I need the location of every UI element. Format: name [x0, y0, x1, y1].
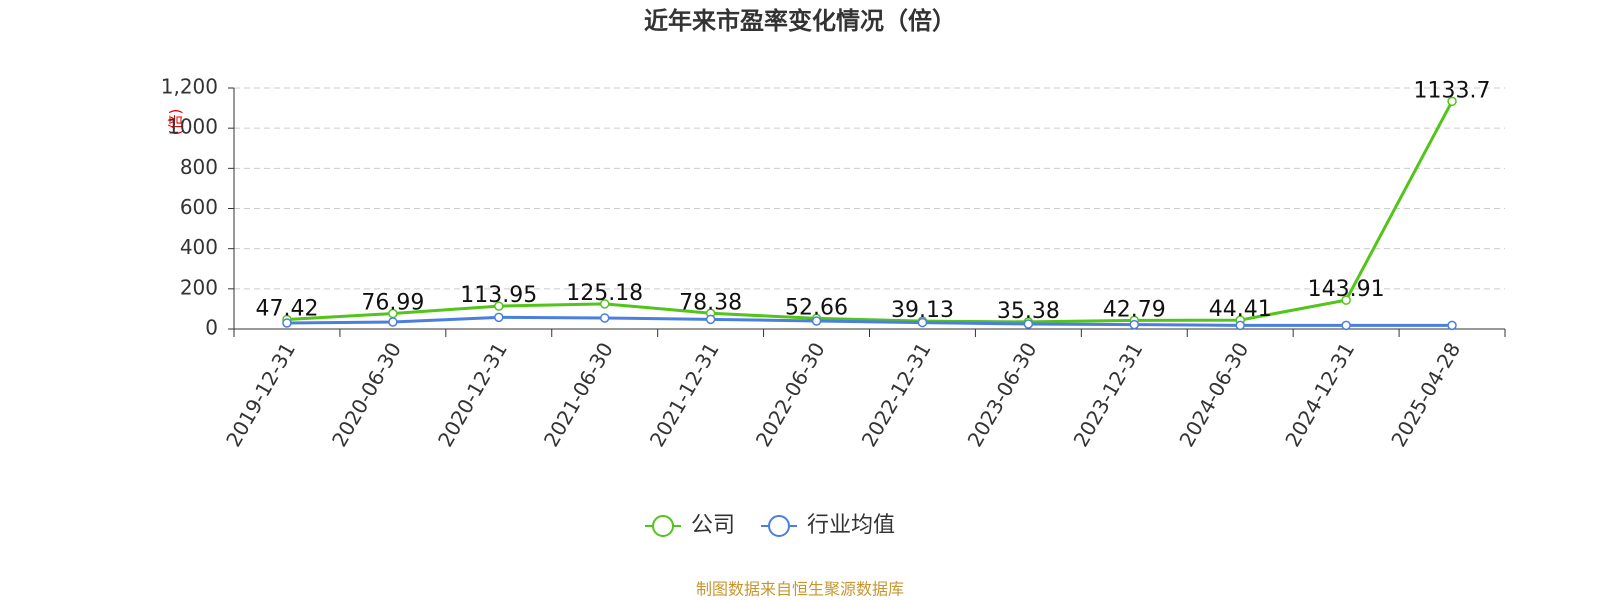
- y-tick-label: 800: [180, 155, 218, 179]
- data-point: [599, 299, 610, 309]
- legend-label: 公司: [691, 513, 735, 538]
- data-point: [282, 318, 292, 328]
- data-point: [1341, 295, 1351, 305]
- data-point: [917, 317, 928, 328]
- data-point: [494, 312, 504, 323]
- data-label: 47.42: [255, 296, 318, 321]
- x-tick-label: 2021-12-31: [645, 338, 724, 451]
- legend-marker: [768, 515, 791, 537]
- source-note: 制图数据来自恒生聚源数据库: [696, 580, 904, 599]
- data-point: [1023, 319, 1034, 329]
- data-point: [599, 313, 610, 323]
- data-point: [1447, 96, 1457, 107]
- legend-label: 行业均值: [807, 513, 895, 538]
- x-tick-label: 2021-06-30: [539, 338, 618, 451]
- y-axis-label: (倍): [167, 109, 185, 136]
- y-tick-label: 600: [180, 195, 218, 219]
- data-label: 35.38: [997, 299, 1060, 324]
- data-point: [1129, 319, 1140, 330]
- series-line: [286, 315, 1453, 327]
- data-point: [494, 301, 504, 311]
- data-label: 39.13: [891, 298, 954, 323]
- y-tick-label: 400: [180, 235, 218, 259]
- chart-title: 近年来市盈率变化情况（倍）: [644, 7, 956, 35]
- series-line: [286, 100, 1454, 324]
- data-label: 76.99: [361, 291, 424, 316]
- y-tick-label: 0: [205, 316, 218, 340]
- data-label: 44.41: [1209, 297, 1272, 322]
- x-tick-label: 2019-12-31: [221, 338, 300, 451]
- y-tick-label: 1000: [167, 115, 218, 139]
- x-tick-label: 2023-06-30: [963, 338, 1042, 451]
- legend-marker: [652, 515, 674, 537]
- x-tick-label: 2022-12-31: [857, 338, 936, 451]
- x-tick-label: 2022-06-30: [751, 338, 830, 451]
- x-tick-label: 2020-06-30: [327, 338, 406, 451]
- data-label: 42.79: [1103, 297, 1166, 322]
- data-point: [388, 317, 398, 327]
- data-point: [705, 314, 716, 325]
- x-tick-label: 2020-12-31: [433, 338, 512, 451]
- data-point: [1235, 320, 1245, 331]
- data-label: 52.66: [785, 295, 848, 320]
- data-label: 143.91: [1308, 277, 1385, 302]
- data-point: [1447, 320, 1457, 331]
- data-label: 125.18: [566, 281, 643, 306]
- x-tick-label: 2024-12-31: [1280, 338, 1359, 451]
- data-label: 113.95: [460, 283, 537, 308]
- x-tick-label: 2024-06-30: [1174, 338, 1253, 451]
- x-tick-label: 2023-12-31: [1068, 338, 1147, 451]
- data-point: [811, 316, 822, 326]
- data-point: [1341, 320, 1351, 331]
- data-label: 1133.7: [1414, 78, 1491, 103]
- data-label: 78.38: [679, 290, 742, 315]
- y-tick-label: 1,200: [161, 75, 218, 99]
- x-tick-label: 2025-04-28: [1386, 338, 1465, 451]
- y-tick-label: 200: [180, 275, 218, 299]
